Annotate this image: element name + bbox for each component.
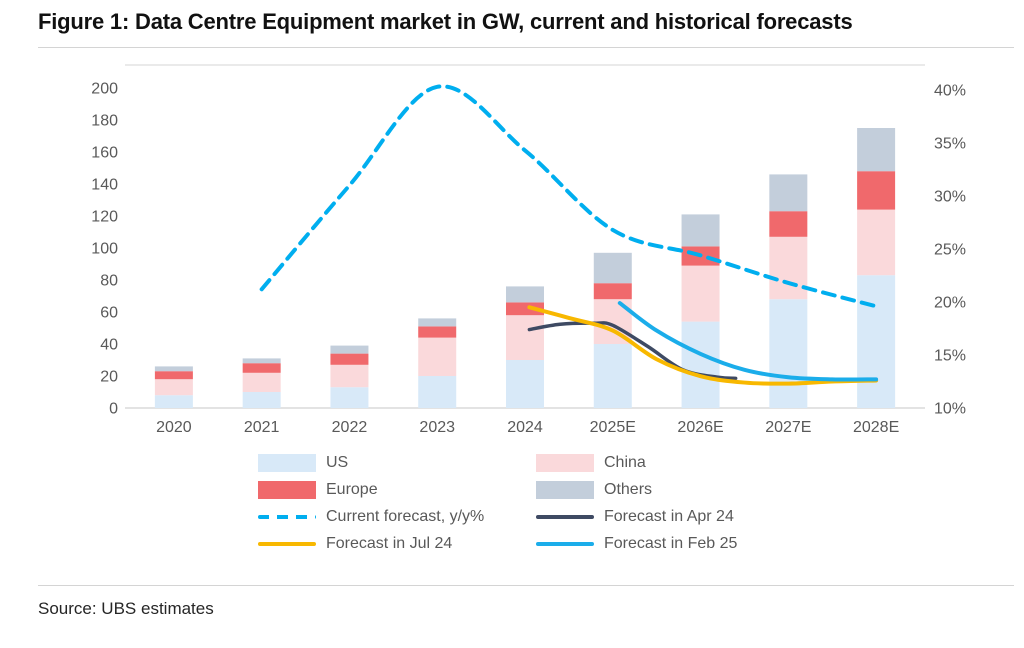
source-divider (38, 585, 1014, 586)
legend-label-forecast-in-feb-25: Forecast in Feb 25 (604, 535, 738, 552)
legend-swatch-others (536, 481, 594, 499)
x-axis-label-2025e: 2025E (590, 419, 636, 436)
chart-legend: US China Europe Others Current forecast, y/y… (258, 454, 814, 553)
legend-item-forecast-in-jul-24: Forecast in Jul 24 (258, 535, 536, 553)
right-axis-tick: 15% (934, 348, 966, 365)
bar-segment-us-2020 (154, 395, 193, 408)
right-axis-tick: 30% (934, 189, 966, 206)
bar-segment-china-2026e (681, 265, 720, 322)
bar-segment-others-2027e (769, 174, 808, 212)
bar-segment-china-2023 (418, 337, 457, 376)
bar-segment-us-2021 (242, 392, 281, 408)
bar-segment-china-2021 (242, 372, 281, 392)
bar-segment-china-2024 (506, 315, 544, 360)
bar-segment-others-2024 (506, 286, 544, 303)
line-forecast-in-feb-25 (617, 301, 879, 382)
legend-item-others: Others (536, 481, 814, 499)
bar-segment-china-2022 (330, 364, 369, 388)
bar-segment-china-2020 (154, 379, 193, 396)
left-axis-tick: 20 (100, 369, 118, 386)
bar-segment-europe-2027e (769, 211, 808, 237)
legend-item-forecast-in-feb-25: Forecast in Feb 25 (536, 535, 814, 553)
bar-segment-europe-2022 (330, 353, 369, 365)
bar-segment-china-2028e (857, 209, 896, 276)
legend-label-forecast-in-jul-24: Forecast in Jul 24 (326, 535, 453, 552)
x-axis-label-2028e: 2028E (853, 419, 899, 436)
right-axis-tick: 20% (934, 295, 966, 312)
legend-label-others: Others (604, 481, 653, 498)
bar-segment-us-2028e (857, 275, 896, 408)
right-axis-tick: 40% (934, 83, 966, 100)
x-axis-label-2023: 2023 (419, 419, 455, 436)
bar-segment-others-2021 (242, 358, 281, 364)
bar-segment-others-2022 (330, 345, 369, 354)
legend-swatch-current-forecast-y-y (258, 515, 316, 519)
left-axis-tick: 160 (91, 145, 118, 162)
legend-item-europe: Europe (258, 481, 536, 499)
figure-title: Figure 1: Data Centre Equipment market i… (38, 9, 853, 34)
bar-segment-us-2024 (506, 360, 544, 408)
legend-swatch-china (536, 454, 594, 472)
right-axis-tick: 10% (934, 401, 966, 418)
left-axis-tick: 200 (91, 81, 118, 98)
legend-swatch-forecast-in-jul-24 (258, 542, 316, 546)
bar-segment-us-2026e (681, 321, 720, 408)
x-axis-label-2027e: 2027E (765, 419, 811, 436)
bar-segment-europe-2024 (506, 302, 544, 316)
left-axis-tick: 120 (91, 209, 118, 226)
bar-segment-us-2027e (769, 299, 808, 408)
bar-segment-us-2022 (330, 387, 369, 408)
left-axis-tick: 60 (100, 305, 118, 322)
legend-swatch-us (258, 454, 316, 472)
bar-segment-europe-2023 (418, 326, 457, 338)
bar-segment-china-2027e (769, 236, 808, 300)
legend-item-forecast-in-apr-24: Forecast in Apr 24 (536, 508, 814, 526)
legend-label-current-forecast-y-y: Current forecast, y/y% (326, 508, 485, 525)
legend-item-current-forecast-y-y: Current forecast, y/y% (258, 508, 536, 526)
bar-segment-europe-2020 (154, 371, 193, 380)
bar-segment-others-2025e (593, 252, 632, 284)
chart-canvas: 0 20 40 60 80 100 120 140 160 180 200 10% 15% 20% 25% 3… (91, 64, 966, 436)
legend-item-us: US (258, 454, 536, 472)
line-forecast-in-jul-24 (527, 305, 879, 386)
title-divider (38, 47, 1014, 48)
bar-segment-others-2028e (857, 128, 896, 172)
bar-segment-us-2025e (593, 344, 632, 408)
legend-label-us: US (326, 454, 349, 471)
bar-segment-europe-2021 (242, 363, 281, 373)
x-axis-label-2022: 2022 (332, 419, 368, 436)
legend-item-china: China (536, 454, 814, 472)
left-axis-tick: 180 (91, 113, 118, 130)
left-axis-tick: 40 (100, 337, 118, 354)
bar-segment-others-2023 (418, 318, 457, 327)
left-axis-tick: 0 (109, 401, 118, 418)
x-axis-label-2024: 2024 (507, 419, 543, 436)
right-axis-tick: 35% (934, 136, 966, 153)
bar-segment-europe-2025e (593, 283, 632, 300)
left-axis-tick: 80 (100, 273, 118, 290)
left-axis-tick: 100 (91, 241, 118, 258)
legend-swatch-forecast-in-apr-24 (536, 515, 594, 519)
x-axis-label-2026e: 2026E (677, 419, 723, 436)
bar-segment-others-2020 (154, 366, 193, 372)
bar-segment-us-2023 (418, 376, 457, 408)
x-axis-label-2021: 2021 (244, 419, 280, 436)
legend-swatch-forecast-in-feb-25 (536, 542, 594, 546)
left-axis-tick: 140 (91, 177, 118, 194)
right-axis-tick: 25% (934, 242, 966, 259)
line-current-forecast-y-y (259, 84, 879, 309)
legend-swatch-europe (258, 481, 316, 499)
x-axis-label-2020: 2020 (156, 419, 192, 436)
bar-segment-others-2026e (681, 214, 720, 247)
source-note: Source: UBS estimates (38, 599, 214, 618)
bar-segment-europe-2028e (857, 171, 896, 210)
legend-label-forecast-in-apr-24: Forecast in Apr 24 (604, 508, 734, 525)
line-forecast-in-apr-24 (527, 321, 738, 381)
legend-label-china: China (604, 454, 646, 471)
legend-label-europe: Europe (326, 481, 378, 498)
